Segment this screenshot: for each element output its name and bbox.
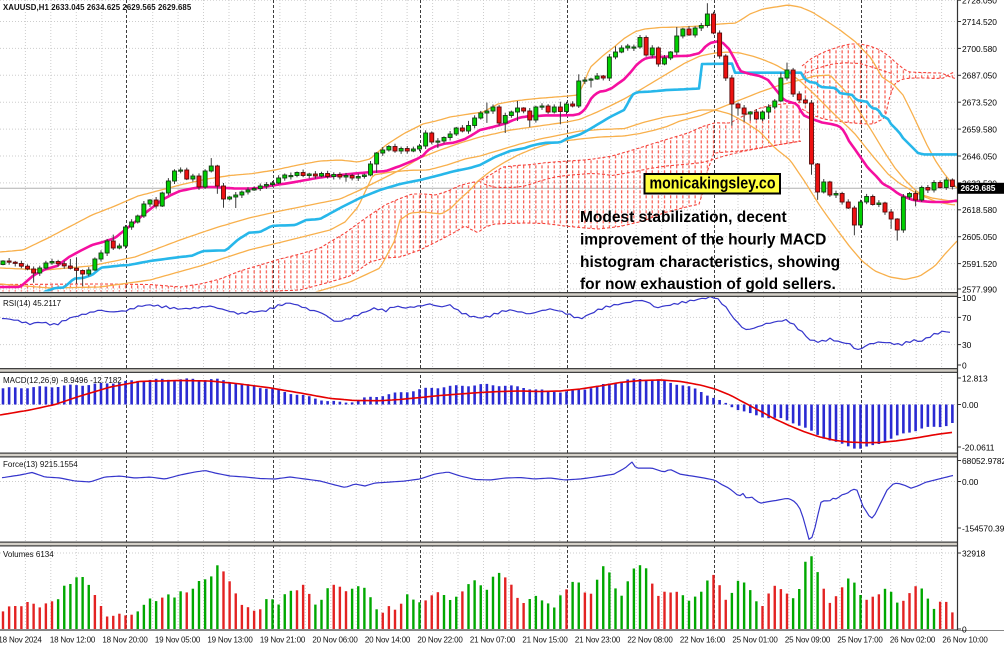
svg-text:2629.685: 2629.685 [961,183,996,193]
svg-text:68052.9782: 68052.9782 [962,456,1004,466]
svg-text:25 Nov 01:00: 25 Nov 01:00 [732,636,778,645]
svg-text:12.813: 12.813 [962,373,988,383]
svg-text:0.00: 0.00 [962,400,979,410]
svg-text:32918: 32918 [962,548,986,558]
svg-text:20 Nov 22:00: 20 Nov 22:00 [417,636,463,645]
svg-text:0.00: 0.00 [962,477,979,487]
svg-text:monicakingsley.co: monicakingsley.co [650,175,776,193]
svg-text:Force(13) 9215.1554: Force(13) 9215.1554 [3,460,78,469]
svg-text:2728.050: 2728.050 [962,0,997,6]
svg-text:2714.520: 2714.520 [962,17,997,27]
svg-text:19 Nov 05:00: 19 Nov 05:00 [155,636,201,645]
svg-text:for now exhaustion of gold sel: for now exhaustion of gold sellers. [580,276,836,293]
svg-text:21 Nov 07:00: 21 Nov 07:00 [470,636,516,645]
svg-text:70: 70 [962,313,972,323]
svg-text:18 Nov 2024: 18 Nov 2024 [0,636,42,645]
svg-text:-154570.39: -154570.39 [962,523,1004,533]
svg-text:22 Nov 16:00: 22 Nov 16:00 [680,636,726,645]
svg-text:18 Nov 20:00: 18 Nov 20:00 [102,636,148,645]
svg-text:0: 0 [962,360,967,370]
svg-text:Modest stabilization, decent: Modest stabilization, decent [580,209,787,226]
svg-text:2700.580: 2700.580 [962,44,997,54]
svg-text:2577.990: 2577.990 [962,284,997,294]
svg-text:0: 0 [962,624,967,634]
svg-text:30: 30 [962,340,972,350]
svg-text:19 Nov 21:00: 19 Nov 21:00 [260,636,306,645]
svg-text:21 Nov 23:00: 21 Nov 23:00 [575,636,621,645]
svg-text:2591.520: 2591.520 [962,259,997,269]
svg-text:2618.580: 2618.580 [962,205,997,215]
svg-text:2659.580: 2659.580 [962,125,997,135]
svg-text:100: 100 [962,293,976,303]
svg-text:improvement of the hourly MACD: improvement of the hourly MACD [580,231,826,248]
svg-text:25 Nov 17:00: 25 Nov 17:00 [837,636,883,645]
svg-text:-20.0611: -20.0611 [962,442,995,452]
svg-text:18 Nov 12:00: 18 Nov 12:00 [50,636,96,645]
svg-text:21 Nov 15:00: 21 Nov 15:00 [522,636,568,645]
svg-text:20 Nov 14:00: 20 Nov 14:00 [365,636,411,645]
svg-text:20 Nov 06:00: 20 Nov 06:00 [312,636,358,645]
svg-text:Volumes 6134: Volumes 6134 [3,550,54,559]
svg-text:26 Nov 02:00: 26 Nov 02:00 [890,636,936,645]
svg-text:XAUUSD,H1 2633.045 2634.625 2: XAUUSD,H1 2633.045 2634.625 2629.565 262… [3,3,192,12]
svg-text:histogram characteristics, sho: histogram characteristics, showing [580,254,840,271]
svg-text:MACD(12,26,9) -8.9496 -12.7182: MACD(12,26,9) -8.9496 -12.7182 [3,376,122,385]
svg-text:2673.520: 2673.520 [962,98,997,108]
svg-text:2646.050: 2646.050 [962,151,997,161]
svg-text:22 Nov 08:00: 22 Nov 08:00 [627,636,673,645]
svg-text:25 Nov 09:00: 25 Nov 09:00 [785,636,831,645]
svg-text:2605.050: 2605.050 [962,232,997,242]
svg-text:RSI(14) 45.2117: RSI(14) 45.2117 [3,299,62,308]
svg-text:2687.050: 2687.050 [962,71,997,81]
svg-text:19 Nov 13:00: 19 Nov 13:00 [207,636,253,645]
svg-text:26 Nov 10:00: 26 Nov 10:00 [942,636,988,645]
